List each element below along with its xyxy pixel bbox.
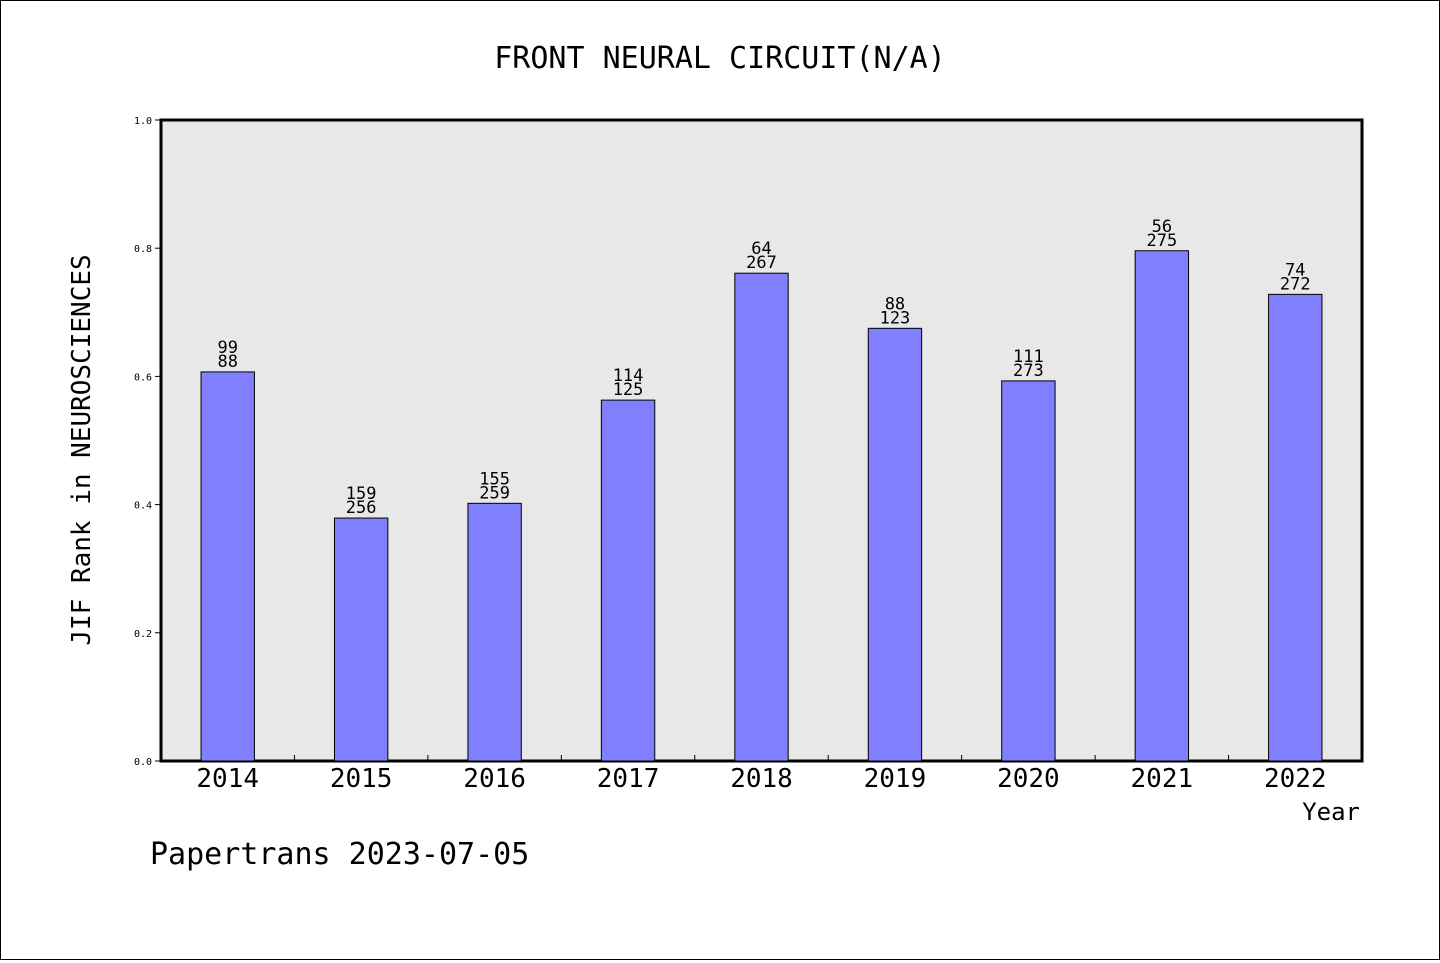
x-axis-label: Year <box>1302 798 1360 826</box>
total-label: 123 <box>880 308 911 328</box>
rank-label: 114 <box>613 366 644 386</box>
bar-2014 <box>200 371 255 762</box>
bars <box>200 250 1323 762</box>
bar-2021 <box>1134 250 1190 762</box>
x-tick-label: 2021 <box>1131 764 1194 794</box>
x-tick-label: 2020 <box>997 764 1060 794</box>
data-labels: 9988159256155259114125642678812311127356… <box>217 217 1310 518</box>
y-tick-label: 0.6 <box>134 372 152 383</box>
rank-label: 159 <box>346 484 377 504</box>
bar-2019 <box>867 327 923 762</box>
rank-label: 56 <box>1152 217 1172 237</box>
total-label: 259 <box>479 483 510 503</box>
y-axis-ticks: 0.0 0.2 0.4 0.6 0.8 1.0 <box>134 116 161 768</box>
total-label: 272 <box>1280 274 1311 294</box>
rank-label: 155 <box>479 469 510 489</box>
chart-title: FRONT NEURAL CIRCUIT(N/A) <box>494 41 946 76</box>
x-tick-label: 2022 <box>1264 764 1327 794</box>
bar-2015 <box>333 517 389 762</box>
y-tick-label: 0.0 <box>134 757 152 768</box>
x-tick-label: 2018 <box>730 764 793 794</box>
bar-2020 <box>1001 380 1056 762</box>
rank-label: 111 <box>1013 347 1044 367</box>
x-tick-label: 2017 <box>597 764 660 794</box>
bar-2022 <box>1268 293 1323 762</box>
total-label: 256 <box>346 498 377 518</box>
y-tick-label: 0.2 <box>134 629 152 640</box>
x-tick-label: 2019 <box>864 764 927 794</box>
total-label: 125 <box>613 380 644 400</box>
x-tick-label: 2016 <box>463 764 526 794</box>
rank-label: 74 <box>1285 260 1305 280</box>
rank-label: 88 <box>885 294 905 314</box>
x-axis-ticks: 2014 2015 2016 2017 2018 2019 2020 2021 2022 <box>196 755 1327 794</box>
total-label: 88 <box>217 352 237 372</box>
rank-label: 99 <box>217 338 237 358</box>
x-tick-label: 2015 <box>330 764 393 794</box>
footer-credit: Papertrans 2023-07-05 <box>150 837 529 872</box>
y-tick-label: 1.0 <box>134 116 152 127</box>
total-label: 267 <box>746 253 777 273</box>
y-tick-label: 0.4 <box>134 501 152 512</box>
bar-2016 <box>467 502 522 762</box>
rank-label: 64 <box>751 239 771 259</box>
y-axis-label: JIF Rank in NEUROSCIENCES <box>67 254 97 645</box>
total-label: 273 <box>1013 361 1044 381</box>
bar-2018 <box>734 272 789 762</box>
total-label: 275 <box>1146 231 1177 251</box>
x-tick-label: 2014 <box>196 764 259 794</box>
bar-2017 <box>600 399 656 762</box>
y-tick-label: 0.8 <box>134 244 152 255</box>
